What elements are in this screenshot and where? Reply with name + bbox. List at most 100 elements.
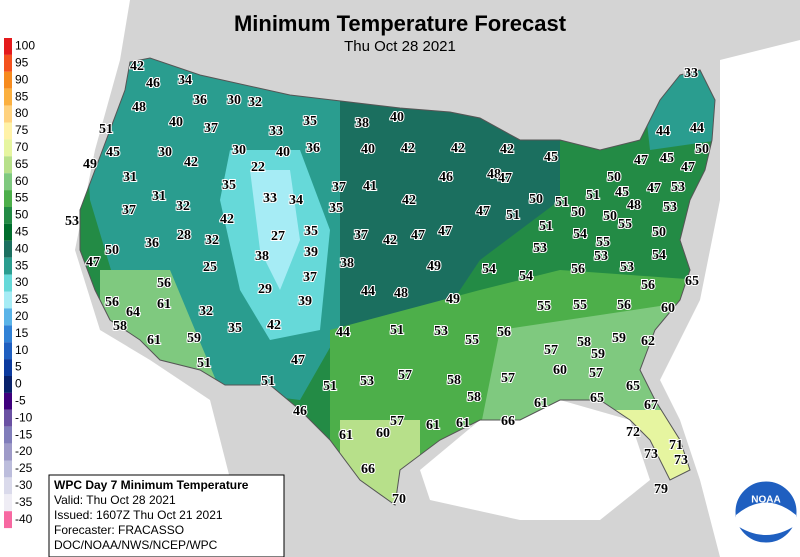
station-value: 47 [681, 160, 695, 175]
legend-label: 90 [15, 72, 29, 86]
legend-swatch [4, 308, 12, 326]
legend-label: 65 [15, 157, 29, 171]
legend-label: 30 [15, 275, 29, 289]
station-value: 44 [336, 325, 350, 340]
legend-label: -25 [15, 461, 33, 475]
station-value: 40 [361, 142, 375, 157]
station-value: 49 [446, 292, 460, 307]
station-value: 53 [533, 241, 547, 256]
station-value: 48 [132, 100, 146, 115]
legend-swatch [4, 443, 12, 461]
station-value: 66 [501, 414, 515, 429]
station-value: 25 [203, 260, 217, 275]
fill-southwest [100, 270, 220, 390]
info-line: WPC Day 7 Minimum Temperature [54, 478, 249, 492]
legend: 1009590858075706560555045403530252015105… [4, 38, 35, 529]
info-line: Forecaster: FRACASSO [54, 523, 184, 537]
legend-label: 0 [15, 377, 22, 391]
legend-swatch [4, 342, 12, 360]
station-value: 39 [298, 294, 312, 309]
legend-label: 80 [15, 106, 29, 120]
legend-swatch [4, 156, 12, 174]
legend-label: 100 [15, 39, 35, 53]
station-value: 61 [534, 396, 548, 411]
legend-label: 85 [15, 89, 29, 103]
station-value: 55 [573, 298, 587, 313]
station-value: 56 [571, 262, 585, 277]
legend-label: -40 [15, 512, 33, 526]
legend-swatch [4, 511, 12, 529]
station-value: 53 [65, 214, 79, 229]
station-value: 54 [652, 248, 666, 263]
legend-swatch [4, 409, 12, 427]
pacific-ocean [0, 0, 250, 557]
station-value: 51 [506, 208, 520, 223]
legend-label: 55 [15, 191, 29, 205]
subtitle: Thu Oct 28 2021 [344, 38, 456, 55]
station-value: 37 [332, 180, 346, 195]
station-value: 40 [169, 115, 183, 130]
station-value: 61 [147, 333, 161, 348]
station-value: 41 [363, 179, 377, 194]
station-value: 44 [690, 121, 704, 136]
station-value: 59 [612, 331, 626, 346]
station-value: 51 [99, 122, 113, 137]
station-value: 37 [354, 228, 368, 243]
station-value: 79 [654, 482, 668, 497]
legend-label: -5 [15, 394, 26, 408]
station-value: 50 [652, 225, 666, 240]
station-value: 22 [251, 160, 265, 175]
station-value: 42 [451, 141, 465, 156]
fill-high-rockies [250, 170, 300, 290]
station-value: 47 [476, 204, 490, 219]
station-value: 65 [590, 391, 604, 406]
station-value: 36 [145, 236, 159, 251]
station-value: 57 [398, 368, 412, 383]
station-value: 51 [586, 188, 600, 203]
station-value: 57 [589, 366, 603, 381]
legend-label: 35 [15, 258, 29, 272]
station-value: 27 [271, 229, 285, 244]
station-value: 60 [376, 426, 390, 441]
station-value: 53 [663, 200, 677, 215]
station-value: 55 [465, 333, 479, 348]
station-value: 70 [392, 492, 406, 507]
station-value: 51 [261, 374, 275, 389]
station-value: 37 [204, 121, 218, 136]
station-value: 47 [86, 255, 100, 270]
station-value: 33 [263, 191, 277, 206]
station-value: 53 [671, 180, 685, 195]
station-value: 51 [390, 323, 404, 338]
legend-label: 75 [15, 123, 29, 137]
station-value: 61 [339, 428, 353, 443]
legend-swatch [4, 190, 12, 207]
legend-swatch [4, 139, 12, 157]
station-value: 50 [603, 209, 617, 224]
info-line: Valid: Thu Oct 28 2021 [54, 493, 176, 507]
legend-swatch [4, 223, 12, 241]
station-value: 42 [184, 155, 198, 170]
fill-north-central [330, 90, 560, 330]
station-value: 49 [83, 157, 97, 172]
legend-label: 10 [15, 343, 29, 357]
station-value: 55 [618, 217, 632, 232]
legend-swatch [4, 88, 12, 106]
station-value: 73 [644, 447, 658, 462]
info-line: DOC/NOAA/NWS/NCEP/WPC [54, 538, 218, 552]
station-value: 55 [596, 235, 610, 250]
station-value: 56 [497, 325, 511, 340]
station-value: 40 [390, 110, 404, 125]
station-value: 50 [607, 170, 621, 185]
station-value: 65 [685, 274, 699, 289]
station-value: 48 [627, 198, 641, 213]
station-value: 32 [205, 233, 219, 248]
station-value: 62 [641, 334, 655, 349]
station-value: 57 [390, 414, 404, 429]
legend-label: 20 [15, 309, 29, 323]
station-value: 47 [647, 181, 661, 196]
legend-label: -35 [15, 495, 33, 509]
legend-swatch [4, 274, 12, 292]
station-value: 35 [329, 201, 343, 216]
